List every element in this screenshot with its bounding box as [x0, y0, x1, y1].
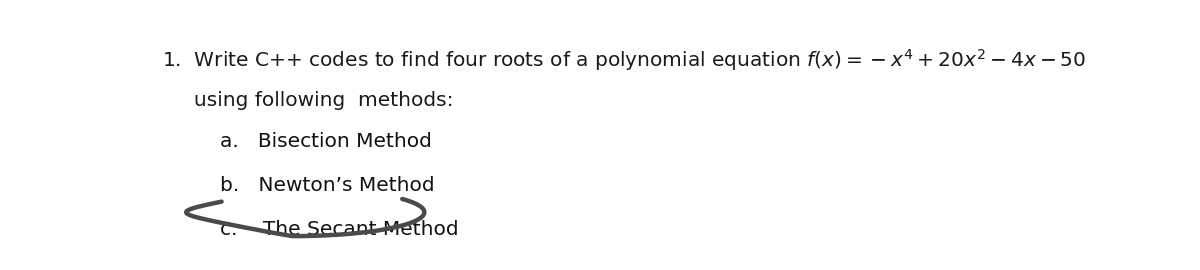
Text: a.   Bisection Method: a. Bisection Method — [220, 132, 432, 151]
Text: 1.  Write C++ codes to find four roots of a polynomial equation $f(x) = -x^4 + 2: 1. Write C++ codes to find four roots of… — [162, 47, 1086, 73]
Text: b.   Newton’s Method: b. Newton’s Method — [220, 176, 434, 195]
Text: using following  methods:: using following methods: — [162, 91, 454, 110]
Text: c.    The Secant Method: c. The Secant Method — [220, 220, 458, 238]
